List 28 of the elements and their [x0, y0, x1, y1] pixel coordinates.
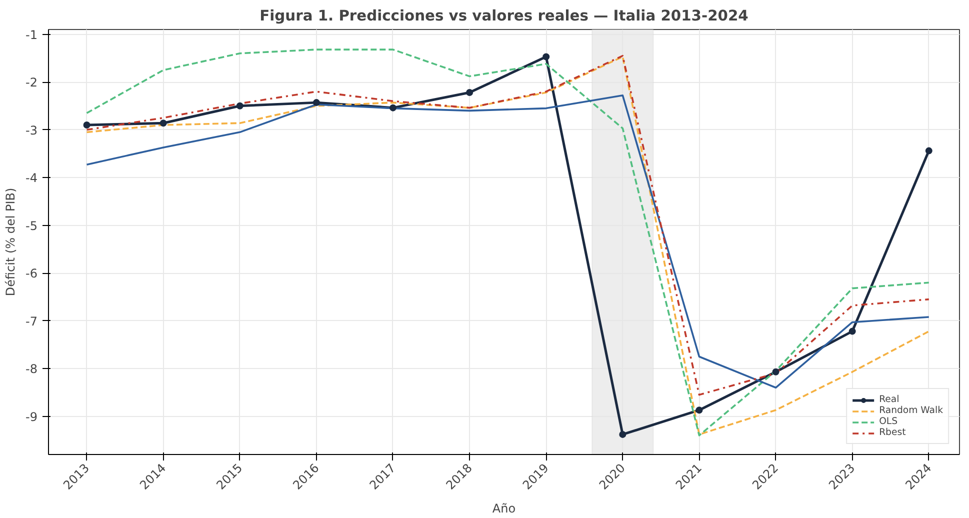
- point: [83, 122, 90, 128]
- legend-label: OLS: [879, 416, 899, 427]
- y-tick-label: -1: [26, 28, 38, 42]
- point: [696, 406, 703, 414]
- y-tick-label: -7: [26, 314, 38, 328]
- y-tick-label: -2: [26, 76, 38, 90]
- y-tick-label: -5: [26, 218, 38, 233]
- point: [542, 53, 550, 60]
- point: [925, 147, 932, 154]
- legend-label: Random Walk: [879, 405, 943, 416]
- point: [160, 120, 167, 127]
- y-tick-label: -8: [26, 362, 38, 376]
- point: [848, 328, 856, 335]
- point: [312, 99, 320, 106]
- point: [466, 89, 474, 96]
- y-tick-label: -9: [26, 410, 38, 424]
- y-tick-label: -4: [26, 171, 38, 186]
- x-axis-title: Año: [492, 501, 516, 516]
- legend-label: Real: [879, 394, 900, 405]
- point: [772, 368, 780, 376]
- point: [619, 430, 626, 438]
- chart-title: Figura 1. Predicciones vs valores reales — Italia 2013-2024: [260, 8, 748, 24]
- point: [236, 102, 244, 110]
- legend-label: Rbest: [879, 427, 906, 438]
- point: [389, 104, 396, 112]
- y-axis-title: Déficit (% del PIB): [4, 188, 18, 296]
- y-tick-label: -6: [26, 266, 38, 281]
- y-tick-label: -3: [26, 123, 38, 138]
